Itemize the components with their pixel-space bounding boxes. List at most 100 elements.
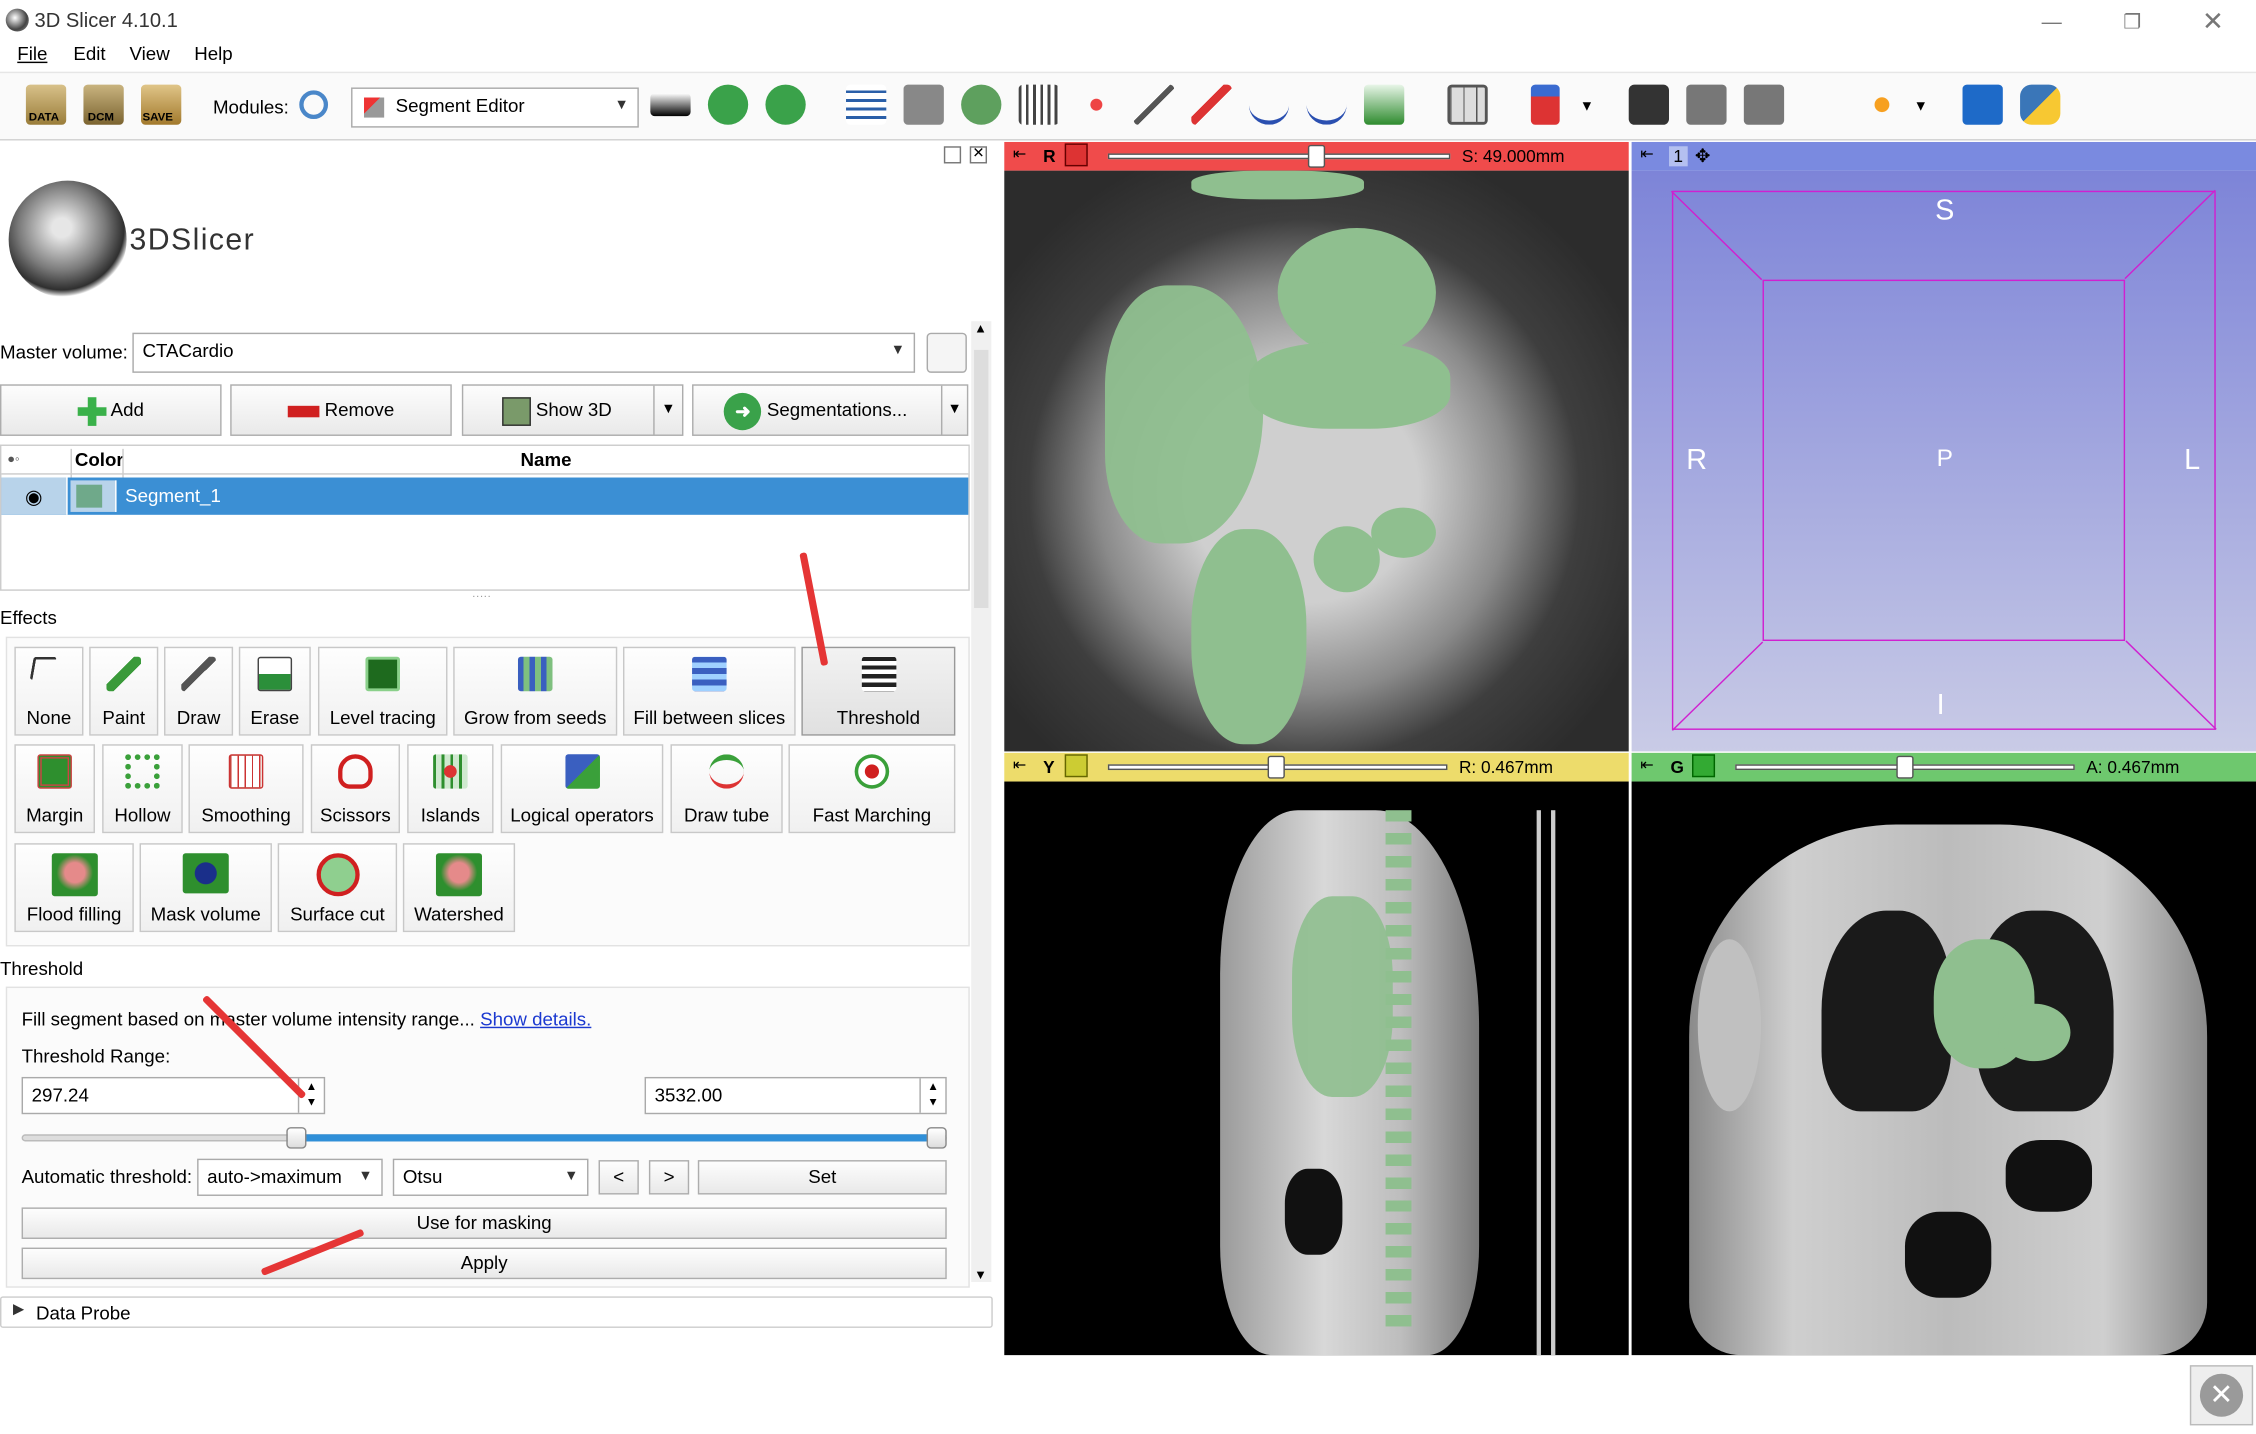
chevron-down-icon[interactable]: ▼: [1579, 98, 1595, 115]
pin-icon[interactable]: ⇤: [1012, 146, 1027, 164]
pin-icon[interactable]: ⇤: [1640, 757, 1654, 775]
link-icon[interactable]: [1064, 143, 1088, 167]
effect-none-button[interactable]: None: [14, 646, 84, 736]
add-segment-button[interactable]: Add: [0, 384, 222, 436]
next-threshold-button[interactable]: >: [648, 1160, 690, 1195]
scroll-up-icon[interactable]: ▲: [974, 321, 987, 336]
extension-manager-icon[interactable]: [1962, 84, 2003, 125]
use-for-masking-button[interactable]: Use for masking: [21, 1207, 947, 1239]
curve-icon[interactable]: [1248, 85, 1290, 125]
python-icon[interactable]: [2020, 84, 2061, 125]
module-selector[interactable]: Segment Editor ▼: [351, 87, 639, 128]
menu-file[interactable]: File: [17, 43, 48, 65]
auto-threshold-mode-select[interactable]: auto->maximum ▼: [197, 1158, 383, 1196]
module-search-icon[interactable]: [299, 90, 329, 120]
red-slice-view[interactable]: [1004, 170, 1629, 752]
chevron-down-icon[interactable]: ▼: [1913, 98, 1928, 115]
effect-paint-button[interactable]: Paint: [89, 646, 159, 736]
chevron-down-icon[interactable]: ▼: [653, 385, 682, 435]
effect-erase-button[interactable]: Erase: [238, 646, 311, 736]
scroll-down-icon[interactable]: ▼: [974, 1267, 987, 1282]
red-slider-handle[interactable]: [1307, 144, 1326, 168]
green-slider-handle[interactable]: [1896, 755, 1914, 779]
auto-threshold-method-select[interactable]: Otsu ▼: [392, 1158, 589, 1196]
slider-max-handle[interactable]: [926, 1127, 947, 1149]
effect-logical-operators-button[interactable]: Logical operators: [500, 744, 664, 834]
effect-mask-volume-button[interactable]: Mask volume: [139, 843, 272, 933]
restore-icon[interactable]: ❐: [2123, 10, 2142, 33]
menu-view[interactable]: View: [129, 43, 170, 65]
save-icon[interactable]: SAVE: [141, 84, 182, 125]
scene-restore-icon[interactable]: [1743, 84, 1785, 125]
data-module-icon[interactable]: [846, 84, 887, 125]
chevron-down-icon[interactable]: ▼: [940, 385, 967, 435]
effect-flood-filling-button[interactable]: Flood filling: [14, 843, 134, 933]
segment-name[interactable]: Segment_1: [125, 484, 221, 507]
screenshot-icon[interactable]: [1628, 84, 1670, 125]
red-slice-slider[interactable]: [1107, 153, 1451, 160]
threshold-max-input[interactable]: 3532.00 ▲ ▼: [644, 1076, 947, 1115]
effect-scissors-button[interactable]: Scissors: [310, 744, 400, 834]
show-details-link[interactable]: Show details.: [480, 1008, 592, 1030]
effect-draw-tube-button[interactable]: Draw tube: [670, 744, 783, 834]
effect-fast-marching-button[interactable]: Fast Marching: [788, 744, 956, 834]
pin-icon[interactable]: ⇤: [1012, 757, 1027, 775]
segment-editor-tool-icon[interactable]: [1191, 84, 1232, 125]
pin-icon[interactable]: ⇤: [1640, 146, 1654, 164]
threshold-min-input[interactable]: 297.24 ▲ ▼: [21, 1076, 326, 1115]
effect-margin-button[interactable]: Margin: [14, 744, 95, 834]
scene-view-icon[interactable]: [1686, 84, 1727, 125]
remove-segment-button[interactable]: Remove: [230, 384, 452, 436]
data-probe-section[interactable]: ▶ Data Probe: [0, 1296, 993, 1328]
menu-help[interactable]: Help: [194, 43, 233, 65]
previous-threshold-button[interactable]: <: [598, 1160, 639, 1195]
transforms-icon[interactable]: [1018, 84, 1059, 125]
yellow-slider-handle[interactable]: [1267, 755, 1285, 779]
effect-surface-cut-button[interactable]: Surface cut: [277, 843, 398, 933]
apply-button[interactable]: Apply: [21, 1247, 947, 1280]
load-data-icon[interactable]: DATA: [25, 84, 67, 125]
excel-icon[interactable]: [1363, 84, 1405, 125]
link-icon[interactable]: [1064, 754, 1088, 778]
volumes-icon[interactable]: [903, 84, 944, 125]
set-threshold-button[interactable]: Set: [697, 1160, 947, 1195]
window-level-icon[interactable]: [650, 93, 691, 117]
undock-icon[interactable]: [943, 146, 962, 164]
master-volume-selector[interactable]: CTACardio ▼: [132, 332, 916, 373]
effect-draw-button[interactable]: Draw: [164, 646, 234, 736]
effect-watershed-button[interactable]: Watershed: [402, 843, 516, 933]
spin-buttons-icon[interactable]: ▲ ▼: [919, 1078, 945, 1113]
effect-grow-from-seeds-button[interactable]: Grow from seeds: [453, 646, 618, 736]
slider-min-handle[interactable]: [286, 1127, 307, 1149]
segment-color-swatch[interactable]: [70, 480, 117, 512]
forward-arrow-icon[interactable]: [765, 84, 806, 125]
minimize-icon[interactable]: —: [2041, 10, 2062, 33]
link-icon[interactable]: [1692, 754, 1716, 778]
show-3d-button[interactable]: Show 3D ▼: [461, 384, 684, 436]
menu-edit[interactable]: Edit: [73, 43, 106, 65]
effect-islands-button[interactable]: Islands: [407, 744, 494, 834]
effect-smoothing-button[interactable]: Smoothing: [188, 744, 304, 834]
threed-view[interactable]: S R P L I: [1631, 170, 2256, 752]
markups-icon[interactable]: [1076, 84, 1117, 125]
splitter-handle[interactable]: ·····: [471, 589, 492, 603]
master-volume-options-icon[interactable]: [926, 332, 967, 373]
table-row[interactable]: ◉ Segment_1: [1, 477, 969, 515]
back-arrow-icon[interactable]: [707, 84, 749, 125]
editor-icon[interactable]: [1133, 84, 1175, 125]
plane-icon[interactable]: [1306, 85, 1347, 125]
threshold-range-slider[interactable]: [21, 1127, 947, 1149]
effect-level-tracing-button[interactable]: Level tracing: [317, 646, 448, 736]
close-icon[interactable]: ✕: [2202, 7, 2224, 36]
mouse-mode-icon[interactable]: [1530, 84, 1560, 125]
green-slice-view[interactable]: [1631, 781, 2256, 1356]
effect-fill-between-slices-button[interactable]: Fill between slices: [623, 646, 796, 736]
yellow-slice-view[interactable]: [1004, 781, 1629, 1356]
overlay-close-button[interactable]: ✕: [2189, 1365, 2254, 1426]
segmentations-button[interactable]: ➜ Segmentations... ▼: [692, 384, 969, 436]
close-panel-icon[interactable]: ✕: [969, 146, 988, 164]
panel-scrollbar[interactable]: ▲ ▼: [971, 321, 992, 1282]
crosshair-icon[interactable]: [1861, 84, 1903, 125]
layout-icon[interactable]: [1447, 84, 1488, 125]
center-view-icon[interactable]: ✥: [1694, 144, 1711, 167]
